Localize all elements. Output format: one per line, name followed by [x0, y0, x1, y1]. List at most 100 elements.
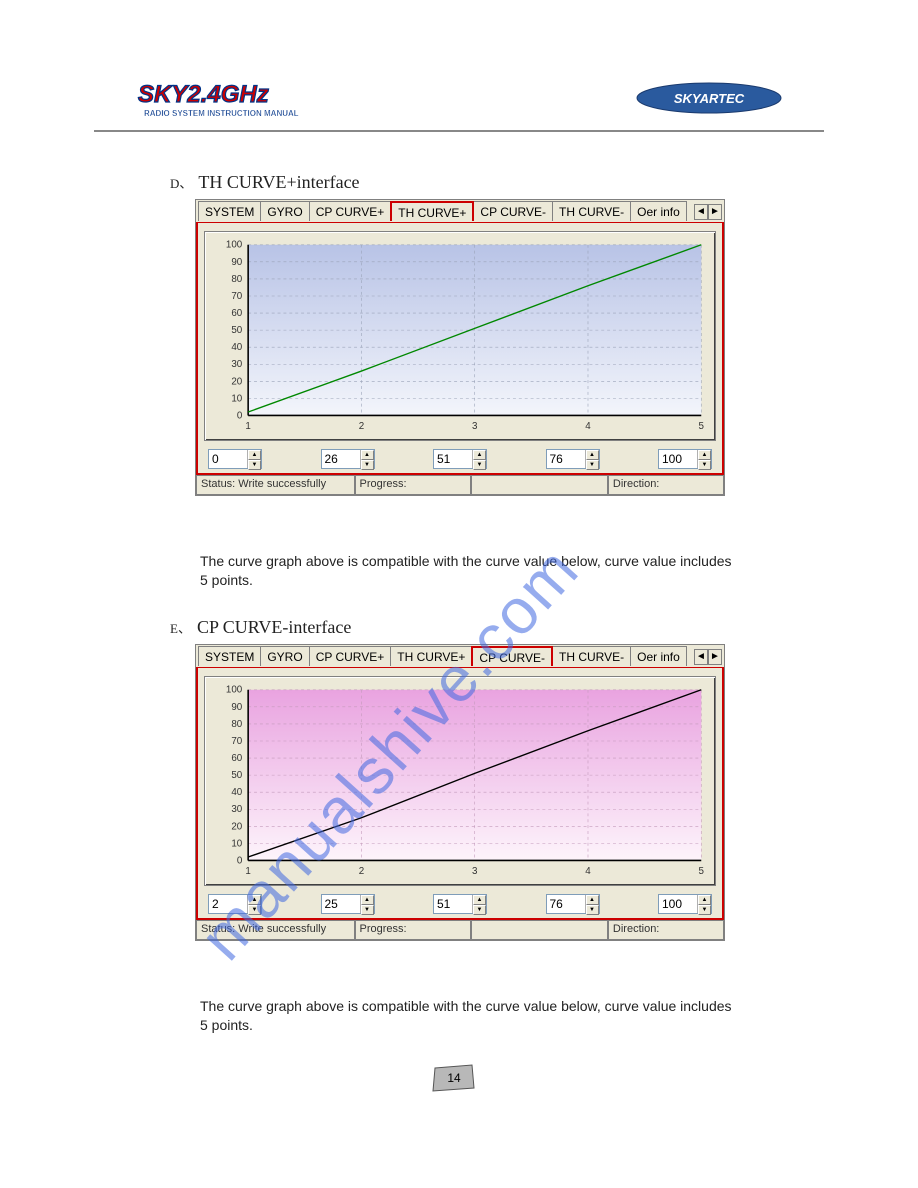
- svg-text:40: 40: [231, 342, 242, 353]
- tab-cpcurve-plus[interactable]: CP CURVE+: [309, 646, 392, 666]
- direction-label: Direction:: [608, 476, 724, 495]
- svg-text:20: 20: [231, 821, 242, 832]
- down-arrow-icon: ▼: [586, 460, 599, 470]
- up-arrow-icon: ▲: [586, 450, 599, 460]
- cp-curve-minus-window: SYSTEM GYRO CP CURVE+ TH CURVE+ CP CURVE…: [195, 644, 725, 941]
- tab-strip: SYSTEM GYRO CP CURVE+ TH CURVE+ CP CURVE…: [196, 200, 724, 222]
- svg-text:2: 2: [359, 866, 364, 877]
- tab-system[interactable]: SYSTEM: [198, 646, 261, 666]
- tab-scroll-arrows: ◄ ►: [694, 648, 724, 666]
- down-arrow-icon: ▼: [361, 460, 374, 470]
- tab-oerinfo[interactable]: Oer info: [630, 201, 687, 221]
- svg-text:5: 5: [699, 421, 705, 432]
- svg-text:100: 100: [226, 685, 243, 696]
- status-bar: Status: Write successfully Progress: Dir…: [196, 475, 724, 495]
- curve-chart: 010203040506070809010012345: [204, 231, 716, 441]
- tab-scroll-left[interactable]: ◄: [694, 649, 708, 665]
- point1-spinner[interactable]: 2▲▼: [208, 894, 262, 914]
- tab-cpcurve-minus[interactable]: CP CURVE-: [473, 201, 553, 221]
- svg-text:10: 10: [231, 393, 242, 404]
- up-arrow-icon: ▲: [473, 895, 486, 905]
- progress-value: [471, 921, 608, 940]
- panel-body: 010203040506070809010012345 2▲▼ 25▲▼ 51▲…: [196, 666, 724, 920]
- tab-thcurve-plus[interactable]: TH CURVE+: [390, 646, 472, 666]
- direction-label: Direction:: [608, 921, 724, 940]
- tab-system[interactable]: SYSTEM: [198, 201, 261, 221]
- down-arrow-icon: ▼: [473, 460, 486, 470]
- tab-gyro[interactable]: GYRO: [260, 646, 309, 666]
- tab-gyro[interactable]: GYRO: [260, 201, 309, 221]
- tab-scroll-right[interactable]: ►: [708, 204, 722, 220]
- point2-spinner[interactable]: 25▲▼: [321, 894, 375, 914]
- svg-text:90: 90: [231, 702, 242, 713]
- svg-text:50: 50: [231, 325, 242, 336]
- svg-text:0: 0: [237, 855, 243, 866]
- tab-scroll-arrows: ◄ ►: [694, 203, 724, 221]
- point2-spinner[interactable]: 26▲▼: [321, 449, 375, 469]
- point5-spinner[interactable]: 100▲▼: [658, 894, 712, 914]
- th-curve-plus-window: SYSTEM GYRO CP CURVE+ TH CURVE+ CP CURVE…: [195, 199, 725, 496]
- svg-text:0: 0: [237, 410, 243, 421]
- svg-text:4: 4: [585, 421, 591, 432]
- svg-text:3: 3: [472, 866, 478, 877]
- svg-text:70: 70: [231, 291, 242, 302]
- down-arrow-icon: ▼: [698, 905, 711, 915]
- tab-thcurve-minus[interactable]: TH CURVE-: [552, 646, 631, 666]
- point4-spinner[interactable]: 76▲▼: [546, 449, 600, 469]
- tab-strip: SYSTEM GYRO CP CURVE+ TH CURVE+ CP CURVE…: [196, 645, 724, 667]
- badge-skyartec: SKYARTEC: [634, 80, 784, 116]
- tab-scroll-right[interactable]: ►: [708, 649, 722, 665]
- point5-spinner[interactable]: 100▲▼: [658, 449, 712, 469]
- svg-text:5: 5: [699, 866, 705, 877]
- tab-scroll-left[interactable]: ◄: [694, 204, 708, 220]
- down-arrow-icon: ▼: [698, 460, 711, 470]
- svg-text:90: 90: [231, 257, 242, 268]
- progress-label: Progress:: [355, 921, 471, 940]
- section-e-description: The curve graph above is compatible with…: [200, 997, 740, 1035]
- point4-spinner[interactable]: 76▲▼: [546, 894, 600, 914]
- up-arrow-icon: ▲: [248, 450, 261, 460]
- down-arrow-icon: ▼: [586, 905, 599, 915]
- point3-spinner[interactable]: 51▲▼: [433, 449, 487, 469]
- down-arrow-icon: ▼: [361, 905, 374, 915]
- status-bar: Status: Write successfully Progress: Dir…: [196, 920, 724, 940]
- svg-text:RADIO SYSTEM INSTRUCTION MANUA: RADIO SYSTEM INSTRUCTION MANUAL: [144, 109, 299, 118]
- progress-label: Progress:: [355, 476, 471, 495]
- page-number-badge: 14: [430, 1064, 476, 1094]
- svg-text:40: 40: [231, 787, 242, 798]
- tab-cpcurve-plus[interactable]: CP CURVE+: [309, 201, 392, 221]
- svg-text:4: 4: [585, 866, 591, 877]
- up-arrow-icon: ▲: [361, 450, 374, 460]
- spinner-row: 0▲▼ 26▲▼ 51▲▼ 76▲▼ 100▲▼: [204, 449, 716, 469]
- svg-text:60: 60: [231, 308, 242, 319]
- tab-thcurve-plus[interactable]: TH CURVE+: [390, 201, 474, 221]
- tab-thcurve-minus[interactable]: TH CURVE-: [552, 201, 631, 221]
- svg-text:1: 1: [245, 421, 250, 432]
- svg-text:80: 80: [231, 274, 242, 285]
- tab-cpcurve-minus[interactable]: CP CURVE-: [471, 646, 553, 666]
- logo-sky24ghz: SKY2.4GHz RADIO SYSTEM INSTRUCTION MANUA…: [134, 78, 354, 122]
- down-arrow-icon: ▼: [473, 905, 486, 915]
- curve-chart: 010203040506070809010012345: [204, 676, 716, 886]
- status-text: Status: Write successfully: [196, 921, 355, 940]
- up-arrow-icon: ▲: [473, 450, 486, 460]
- svg-text:100: 100: [226, 240, 243, 251]
- svg-text:SKY2.4GHz: SKY2.4GHz: [138, 81, 269, 108]
- page-header: SKY2.4GHz RADIO SYSTEM INSTRUCTION MANUA…: [94, 82, 824, 132]
- section-heading-e: E、CP CURVE-interface: [170, 617, 351, 638]
- panel-body: 010203040506070809010012345 0▲▼ 26▲▼ 51▲…: [196, 221, 724, 475]
- down-arrow-icon: ▼: [248, 905, 261, 915]
- point1-spinner[interactable]: 0▲▼: [208, 449, 262, 469]
- progress-value: [471, 476, 608, 495]
- tab-oerinfo[interactable]: Oer info: [630, 646, 687, 666]
- svg-text:14: 14: [447, 1071, 461, 1085]
- svg-text:60: 60: [231, 753, 242, 764]
- section-heading-d: D、TH CURVE+interface: [170, 172, 360, 193]
- svg-text:70: 70: [231, 736, 242, 747]
- point3-spinner[interactable]: 51▲▼: [433, 894, 487, 914]
- svg-text:2: 2: [359, 421, 364, 432]
- down-arrow-icon: ▼: [248, 460, 261, 470]
- status-text: Status: Write successfully: [196, 476, 355, 495]
- svg-text:50: 50: [231, 770, 242, 781]
- svg-text:3: 3: [472, 421, 478, 432]
